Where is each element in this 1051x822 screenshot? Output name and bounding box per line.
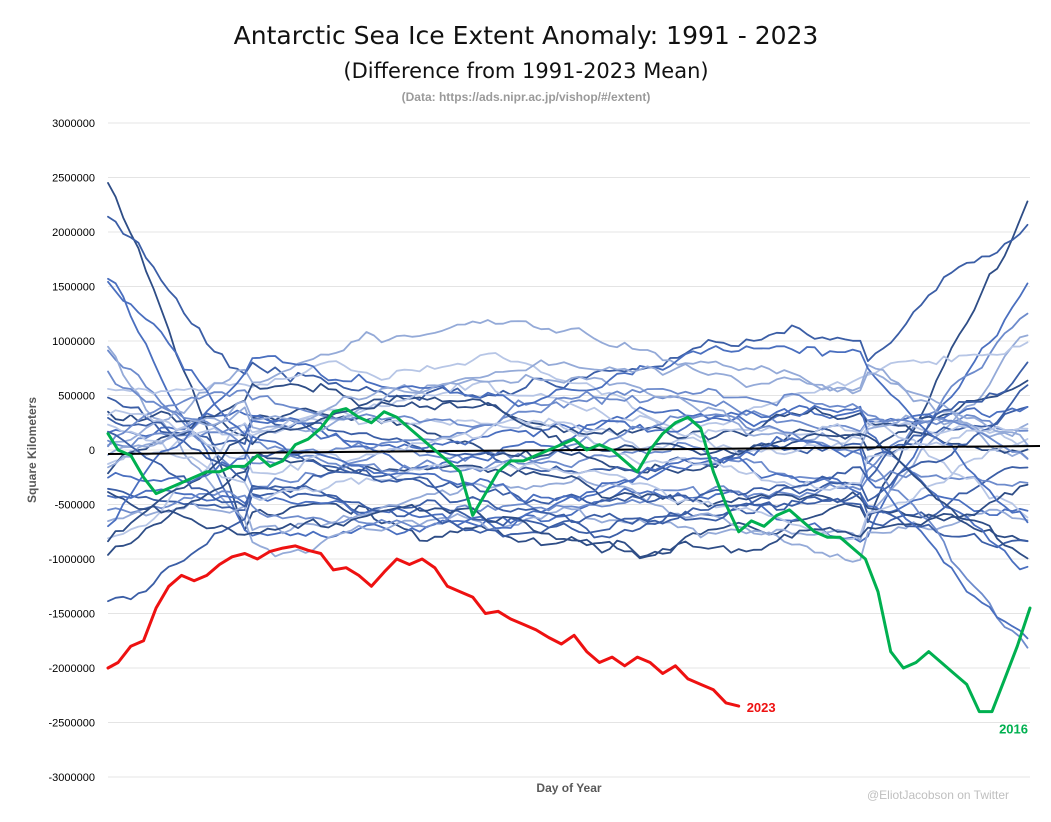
- year-series-line: [107, 456, 1029, 530]
- year-series-line: [107, 361, 1029, 525]
- y-tick-label: 0: [89, 445, 95, 457]
- year-series-line: [107, 370, 1029, 649]
- year-series-line: [107, 384, 1029, 506]
- series-line-2016: [106, 407, 1032, 714]
- chart-subtitle: (Difference from 1991-2023 Mean): [343, 59, 708, 83]
- y-tick-label: -1500000: [49, 609, 96, 621]
- year-series-line: [107, 466, 1029, 534]
- year-series-line: [107, 483, 1029, 560]
- y-tick-label: 2000000: [52, 227, 95, 239]
- y-tick-label: 1000000: [52, 336, 95, 348]
- y-tick-label: -500000: [55, 500, 95, 512]
- gridlines: [108, 122, 1030, 778]
- year-series-line: [107, 215, 1029, 402]
- year-series-line: [107, 387, 1029, 460]
- highlight-series: 2023 2016: [106, 407, 1032, 736]
- y-tick-label: -3000000: [49, 772, 96, 784]
- year-series-line: [107, 435, 1029, 640]
- year-series-line: [107, 373, 1029, 456]
- x-axis-label: Day of Year: [536, 781, 601, 795]
- series-label-2016: 2016: [999, 721, 1028, 736]
- year-series-line: [107, 452, 1029, 556]
- zero-line: [107, 445, 1041, 455]
- credit-text: @EliotJacobson on Twitter: [867, 788, 1009, 802]
- year-series-line: [107, 401, 1029, 560]
- year-series-line: [107, 409, 1029, 491]
- year-series-line: [107, 359, 1029, 469]
- chart-source: (Data: https://ads.nipr.ac.jp/vishop/#/e…: [402, 90, 651, 104]
- y-tick-label: -2500000: [49, 718, 96, 730]
- year-series-line: [107, 277, 1029, 543]
- year-series-line: [107, 382, 1029, 475]
- y-tick-labels: 3000000 2500000 2000000 1500000 1000000 50000…: [49, 118, 96, 784]
- series-label-2023: 2023: [747, 700, 776, 715]
- year-series-line: [107, 394, 1029, 455]
- y-tick-label: 1500000: [52, 282, 95, 294]
- y-tick-label: 2500000: [52, 173, 95, 185]
- year-series-line: [107, 475, 1029, 563]
- year-series-line: [107, 319, 1029, 460]
- year-series-line: [107, 423, 1029, 541]
- chart-title: Antarctic Sea Ice Extent Anomaly: 1991 -…: [234, 21, 819, 50]
- year-series-line: [107, 280, 1029, 571]
- year-series-line: [107, 485, 1029, 603]
- year-series-line: [107, 414, 1029, 465]
- year-series-line: [107, 470, 1029, 529]
- year-series-line: [107, 312, 1029, 489]
- background-year-series: [107, 181, 1029, 649]
- y-tick-label: 3000000: [52, 118, 95, 130]
- year-series-line: [107, 345, 1029, 528]
- y-axis-label: Square Kilometers: [25, 397, 39, 503]
- series-line-2023: [106, 544, 741, 708]
- y-tick-label: -1000000: [49, 554, 96, 566]
- y-tick-label: -2000000: [49, 663, 96, 675]
- y-tick-label: 500000: [58, 391, 95, 403]
